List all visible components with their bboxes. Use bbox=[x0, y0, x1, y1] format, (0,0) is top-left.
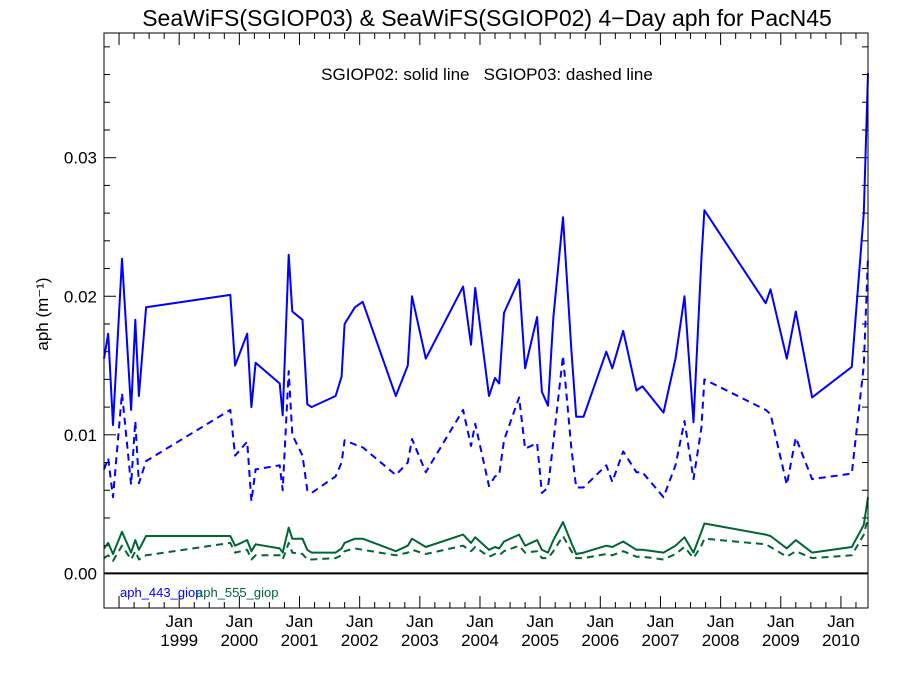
x-tick-month: Jan bbox=[767, 612, 794, 631]
y-tick-label: 0.01 bbox=[64, 426, 97, 445]
x-tick-year: 2005 bbox=[521, 631, 559, 650]
x-tick-month: Jan bbox=[526, 612, 553, 631]
x-tick-year: 2006 bbox=[581, 631, 619, 650]
legend-entry-aph-555: aph_555_giop bbox=[196, 585, 278, 600]
y-tick-label: 0.00 bbox=[64, 564, 97, 583]
x-tick-month: Jan bbox=[707, 612, 734, 631]
x-tick-year: 2001 bbox=[281, 631, 319, 650]
x-tick-labels: Jan1999Jan2000Jan2001Jan2002Jan2003Jan20… bbox=[160, 612, 860, 650]
x-tick-year: 2010 bbox=[822, 631, 860, 650]
series-lines bbox=[103, 73, 869, 562]
chart-subtitle: SGIOP02: solid line SGIOP03: dashed line bbox=[321, 65, 653, 84]
y-axis-label: aph (m⁻¹) bbox=[33, 277, 52, 350]
x-tick-month: Jan bbox=[647, 612, 674, 631]
plot-frame bbox=[103, 32, 869, 609]
x-tick-year: 2004 bbox=[461, 631, 499, 650]
x-tick-year: 2008 bbox=[702, 631, 740, 650]
series-line-aph-443-giop-dashed bbox=[103, 257, 869, 503]
x-tick-month: Jan bbox=[346, 612, 373, 631]
y-tick-label: 0.03 bbox=[64, 149, 97, 168]
chart-title: SeaWiFS(SGIOP03) & SeaWiFS(SGIOP02) 4−Da… bbox=[142, 5, 832, 31]
y-tick-label: 0.02 bbox=[64, 287, 97, 306]
series-line-aph-555-giop-dashed bbox=[103, 517, 869, 562]
x-tick-year: 2007 bbox=[642, 631, 680, 650]
x-tick-month: Jan bbox=[406, 612, 433, 631]
axis-ticks bbox=[103, 33, 868, 608]
x-tick-year: 2003 bbox=[401, 631, 439, 650]
x-tick-year: 2009 bbox=[762, 631, 800, 650]
x-tick-month: Jan bbox=[286, 612, 313, 631]
x-tick-month: Jan bbox=[165, 612, 192, 631]
y-tick-labels: 0.00 0.01 0.02 0.03 bbox=[64, 149, 97, 584]
legend: aph_443_giop aph_555_giop bbox=[120, 585, 278, 600]
x-tick-month: Jan bbox=[466, 612, 493, 631]
x-tick-month: Jan bbox=[827, 612, 854, 631]
series-line-aph-555-giop-solid bbox=[103, 497, 869, 555]
x-tick-year: 2000 bbox=[220, 631, 258, 650]
x-tick-month: Jan bbox=[226, 612, 253, 631]
series-line-aph-443-giop-solid bbox=[103, 73, 869, 427]
legend-entry-aph-443: aph_443_giop bbox=[120, 585, 202, 600]
x-tick-year: 1999 bbox=[160, 631, 198, 650]
x-tick-year: 2002 bbox=[341, 631, 379, 650]
x-tick-month: Jan bbox=[587, 612, 614, 631]
